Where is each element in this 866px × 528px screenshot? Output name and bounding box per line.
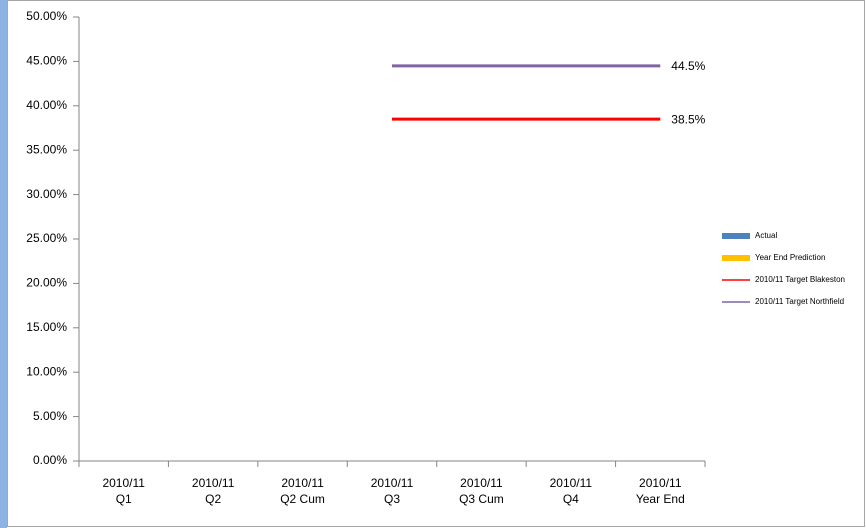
legend-label: 2010/11 Target Northfield — [755, 297, 844, 306]
legend-label: Actual — [755, 231, 777, 240]
y-tick-label: 15.00% — [26, 320, 67, 334]
x-tick-label: 2010/11 Q4 — [549, 476, 593, 506]
x-tick-label: 2010/11 Q1 — [102, 476, 145, 506]
chart-border — [7, 0, 865, 527]
window-edge — [0, 0, 7, 528]
data-label: 38.5% — [671, 112, 705, 126]
x-tick-label: 2010/11 Q2 — [191, 476, 235, 506]
y-tick-label: 10.00% — [26, 364, 67, 378]
y-tick-label: 50.00% — [26, 9, 67, 23]
x-tick-label: 2010/11 Q2 Cum — [280, 476, 325, 506]
data-label: 44.5% — [671, 59, 705, 73]
legend-swatch — [722, 255, 750, 261]
y-tick-label: 35.00% — [26, 142, 67, 156]
y-tick-label: 20.00% — [26, 276, 67, 290]
y-tick-label: 0.00% — [33, 453, 67, 467]
y-tick-label: 5.00% — [33, 409, 67, 423]
y-tick-label: 30.00% — [26, 187, 67, 201]
y-tick-label: 45.00% — [26, 54, 67, 68]
x-tick-label: 2010/11 Q3 — [370, 476, 414, 506]
legend-label: 2010/11 Target Blakeston — [755, 275, 845, 284]
legend-label: Year End Prediction — [755, 253, 825, 262]
legend-swatch — [722, 233, 750, 239]
y-tick-label: 40.00% — [26, 98, 67, 112]
y-tick-label: 25.00% — [26, 231, 67, 245]
x-tick-label: 2010/11 Year End — [635, 476, 685, 506]
x-tick-label: 2010/11 Q3 Cum — [459, 476, 504, 506]
